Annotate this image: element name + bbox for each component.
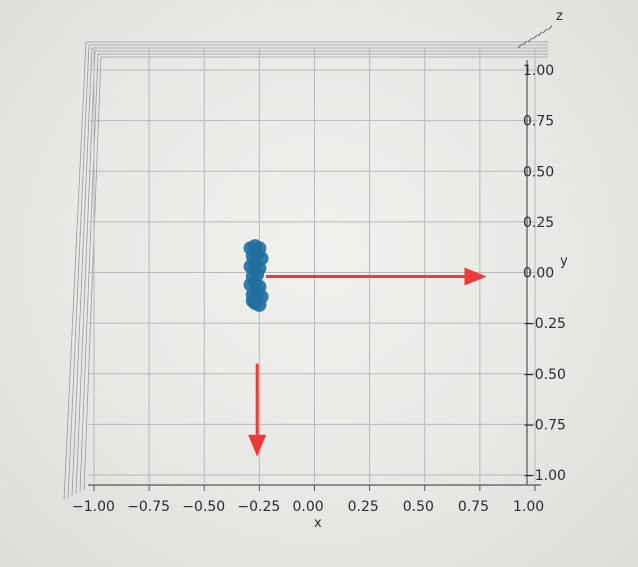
y-tick-label: 0.00	[523, 266, 554, 282]
data-point	[245, 293, 260, 308]
arrow-head	[464, 267, 487, 286]
z-tick-mark	[532, 34, 538, 40]
x-tick-label: −0.75	[127, 499, 170, 515]
z-tick-mark	[522, 40, 528, 46]
z-axis-label: z	[556, 9, 563, 24]
scatter-points	[243, 239, 269, 312]
y-tick-label: 0.75	[523, 114, 554, 130]
tick-labels: −1.00 −0.75 −0.50 −0.25 0.00 0.25 0.50 0.75 1.00…	[72, 63, 566, 515]
x-tick-label: 0.00	[293, 499, 324, 515]
x-tick-label: −0.25	[237, 499, 280, 515]
pane-edge-left	[67, 44, 90, 499]
y-tick-label: 1.00	[523, 63, 554, 79]
x-tick-label: 0.50	[403, 499, 434, 515]
y-tick-label: −1.00	[523, 468, 566, 484]
y-tick-label: 0.50	[523, 164, 554, 180]
pane-edge-left	[71, 47, 93, 497]
x-tick-label: 0.25	[348, 499, 379, 515]
arrow-annotations	[248, 267, 487, 457]
z-tick-mark	[517, 43, 523, 49]
y-tick-label: 0.25	[523, 215, 554, 231]
x-tick-label: 1.00	[513, 499, 544, 515]
z-tick-mark	[537, 31, 543, 37]
z-tick-mark	[527, 37, 533, 43]
pane-edge-left	[63, 41, 87, 501]
z-tick-mark	[542, 28, 548, 34]
x-tick-label: −0.50	[182, 499, 225, 515]
pane-edge-left	[75, 50, 96, 495]
y-axis-label: y	[560, 254, 568, 269]
x-tick-label: 0.75	[458, 499, 489, 515]
pane-edge-left	[83, 56, 102, 491]
pane-edges	[63, 25, 553, 501]
y-tick-label: −0.75	[523, 417, 566, 433]
z-tick-mark	[547, 25, 553, 31]
grid-lines	[88, 48, 541, 486]
y-tick-label: −0.25	[523, 316, 566, 332]
x-axis-label: x	[314, 516, 322, 531]
y-tick-label: −0.50	[523, 367, 566, 383]
x-tick-label: −1.00	[72, 499, 115, 515]
arrow-head	[248, 434, 267, 457]
